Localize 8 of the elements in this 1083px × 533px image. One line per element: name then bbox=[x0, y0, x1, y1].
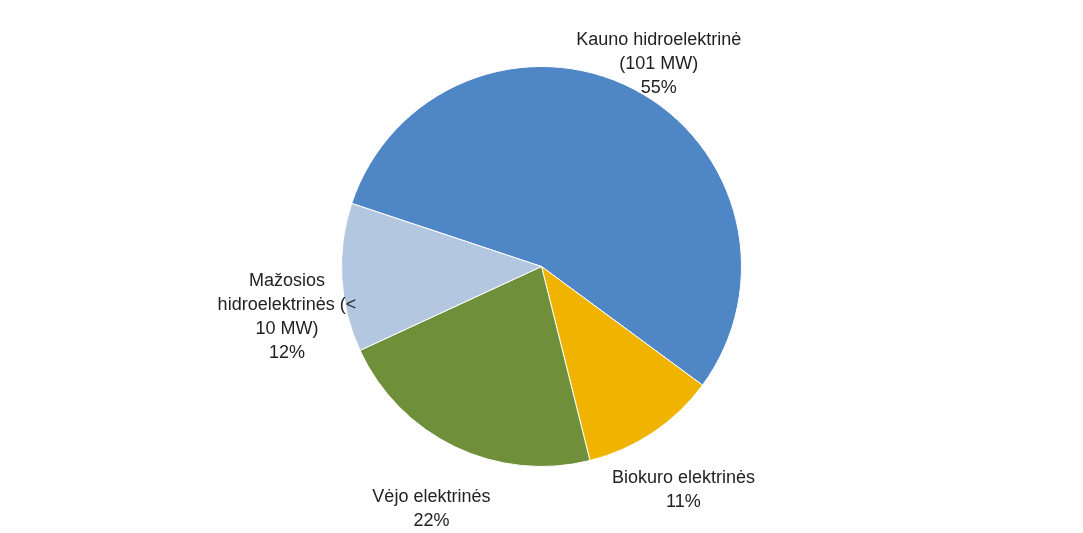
data-label: 12% bbox=[268, 341, 305, 362]
slice-label: Biokuro elektrinės bbox=[611, 467, 755, 488]
data-label: 11% bbox=[666, 491, 701, 512]
slice-label: Kauno hidroelektrinė (101 MW) bbox=[576, 29, 742, 74]
slice-label: Vėjo elektrinės bbox=[372, 485, 491, 506]
slice-label: Mažosios hidroelektrinės (< 10 MW) bbox=[217, 269, 357, 338]
data-label: 22% bbox=[413, 509, 450, 530]
data-label: 55% bbox=[640, 77, 677, 98]
